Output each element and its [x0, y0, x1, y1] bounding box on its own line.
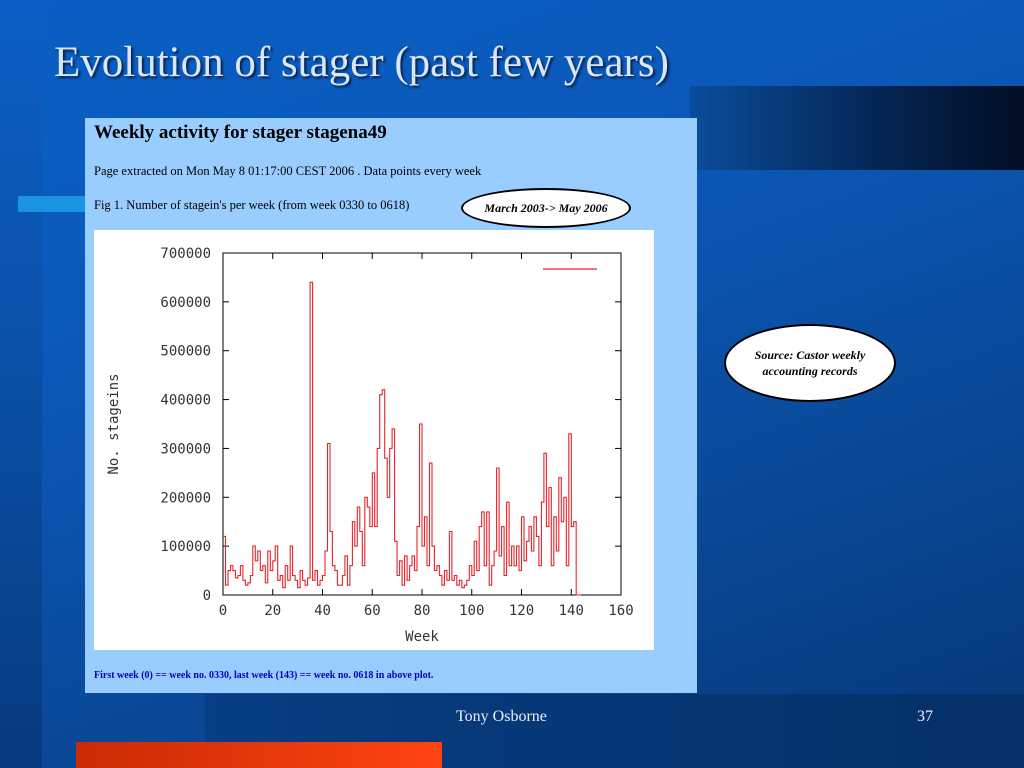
source-line-1: Source: Castor weekly [754, 348, 866, 362]
x-tick-label: 0 [219, 603, 227, 619]
footer-author: Tony Osborne [456, 708, 547, 725]
source-line-2: accounting records [762, 364, 858, 378]
page-number: 37 [917, 708, 933, 725]
slide-title: Evolution of stager (past few years) [54, 39, 669, 86]
stagein-chart: 0 20 40 60 80 100 120 140 160 0 100000 200000 300000… [94, 230, 654, 650]
decor-dark-block [690, 86, 1024, 170]
x-tick-label: 20 [264, 603, 281, 619]
x-axis-label: Week [405, 629, 439, 645]
decor-red-bar [76, 742, 442, 768]
y-tick-label: 0 [203, 588, 211, 604]
panel-heading: Weekly activity for stager stagena49 [94, 122, 387, 143]
decor-left-band [0, 0, 42, 768]
date-range-text: March 2003-> May 2006 [484, 200, 608, 215]
date-range-callout: March 2003-> May 2006 [461, 188, 631, 228]
y-tick-label: 100000 [160, 539, 211, 555]
y-tick-label: 600000 [160, 295, 211, 311]
decor-light-strip [18, 196, 88, 212]
x-tick-label: 80 [414, 603, 431, 619]
x-tick-label: 140 [559, 603, 584, 619]
y-tick-label: 700000 [160, 246, 211, 262]
panel-subtitle: Page extracted on Mon May 8 01:17:00 CES… [94, 164, 482, 178]
chart-svg: 0 20 40 60 80 100 120 140 160 0 100000 200000 300000… [106, 246, 634, 645]
x-tick-label: 100 [459, 603, 484, 619]
y-tick-label: 200000 [160, 490, 211, 506]
x-tick-label: 160 [608, 603, 633, 619]
source-callout: Source: Castor weekly accounting records [724, 324, 896, 402]
y-tick-label: 400000 [160, 393, 211, 409]
y-axis-label: No. stageins [106, 373, 122, 474]
figure-caption: Fig 1. Number of stagein's per week (fro… [94, 198, 410, 212]
x-tick-label: 60 [364, 603, 381, 619]
x-tick-label: 40 [314, 603, 331, 619]
y-tick-label: 500000 [160, 344, 211, 360]
y-tick-label: 300000 [160, 441, 211, 457]
series-line [223, 281, 582, 596]
x-tick-label: 120 [509, 603, 534, 619]
panel-footer-note: First week (0) == week no. 0330, last we… [94, 670, 434, 681]
